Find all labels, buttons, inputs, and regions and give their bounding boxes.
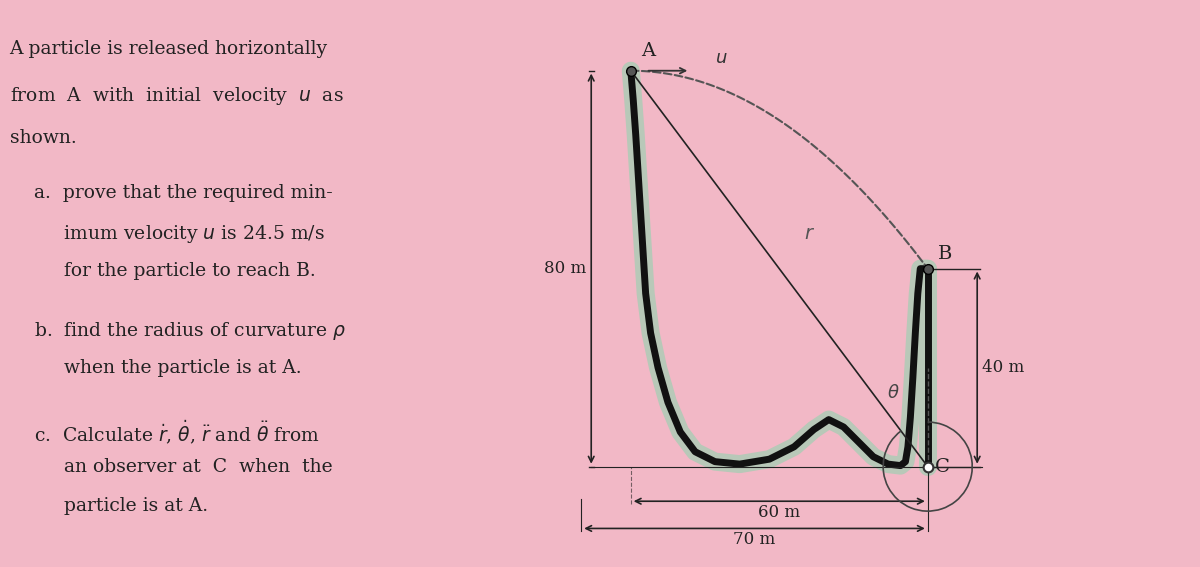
Text: 70 m: 70 m: [733, 531, 775, 548]
Text: 60 m: 60 m: [758, 503, 800, 521]
Text: B: B: [937, 245, 952, 263]
Text: from  A  with  initial  velocity  $u$  as: from A with initial velocity $u$ as: [10, 85, 343, 107]
Text: b.  find the radius of curvature $\rho$: b. find the radius of curvature $\rho$: [34, 320, 346, 341]
Text: A particle is released horizontally: A particle is released horizontally: [10, 40, 328, 58]
Text: 80 m: 80 m: [544, 260, 587, 277]
Text: imum velocity $u$ is 24.5 m/s: imum velocity $u$ is 24.5 m/s: [34, 223, 324, 245]
Text: particle is at A.: particle is at A.: [34, 497, 208, 515]
Text: an observer at  C  when  the: an observer at C when the: [34, 458, 332, 476]
Text: c.  Calculate $\dot{r}$, $\dot{\theta}$, $\ddot{r}$ and $\ddot{\theta}$ from: c. Calculate $\dot{r}$, $\dot{\theta}$, …: [34, 418, 319, 446]
Text: when the particle is at A.: when the particle is at A.: [34, 359, 301, 376]
Text: $r$: $r$: [804, 225, 815, 243]
Text: for the particle to reach B.: for the particle to reach B.: [34, 262, 316, 280]
Text: A: A: [641, 42, 655, 60]
Text: shown.: shown.: [10, 129, 77, 147]
Text: C: C: [935, 458, 950, 476]
Text: $u$: $u$: [715, 49, 727, 67]
Text: $\theta$: $\theta$: [887, 384, 900, 401]
Text: 40 m: 40 m: [982, 359, 1025, 376]
Text: a.  prove that the required min-: a. prove that the required min-: [34, 184, 332, 202]
